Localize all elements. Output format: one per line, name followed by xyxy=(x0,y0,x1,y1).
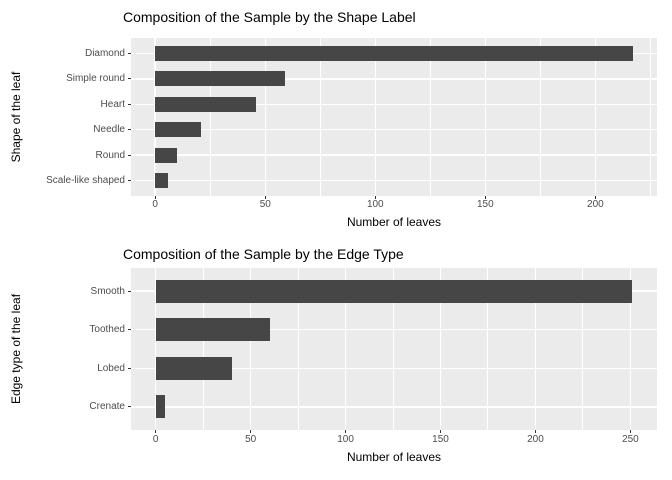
bar-lobed xyxy=(155,356,232,380)
y-gridline-major xyxy=(131,128,657,131)
y-tick-mark xyxy=(128,367,131,369)
y-tick-label-needle: Needle xyxy=(93,124,125,136)
x-gridline-minor xyxy=(539,38,541,196)
x-tick-label-200: 200 xyxy=(527,434,544,445)
y-tick-label-smooth: Smooth xyxy=(90,285,125,297)
x-gridline-major xyxy=(484,38,487,196)
x-tick-mark xyxy=(374,196,376,199)
bar-diamond xyxy=(155,45,633,61)
x-gridline-major xyxy=(534,268,537,430)
y-tick-mark xyxy=(128,78,131,80)
x-tick-label-0: 0 xyxy=(152,199,158,210)
bar-round xyxy=(155,147,178,163)
x-tick-mark xyxy=(484,196,486,199)
x-tick-mark xyxy=(250,430,252,433)
y-gridline-major xyxy=(131,406,657,408)
x-tick-label-0: 0 xyxy=(152,434,159,445)
y-tick-mark xyxy=(128,290,131,292)
chart-title-shape: Composition of the Sample by the Shape L… xyxy=(123,9,416,25)
x-gridline-major xyxy=(249,268,252,430)
chart-title-edge: Composition of the Sample by the Edge Ty… xyxy=(123,246,404,262)
y-axis-title-edge: Edge type of the leaf xyxy=(9,293,23,405)
x-tick-mark xyxy=(155,430,157,433)
x-gridline-major xyxy=(154,38,156,196)
y-tick-label-lobed: Lobed xyxy=(97,362,125,374)
y-tick-mark xyxy=(128,180,131,182)
y-gridline-major xyxy=(131,367,657,370)
x-gridline-minor xyxy=(209,38,211,196)
x-gridline-minor xyxy=(429,38,431,196)
x-gridline-minor xyxy=(487,268,489,430)
x-tick-mark xyxy=(345,430,347,433)
x-gridline-major xyxy=(344,268,347,430)
x-axis-title-edge: Number of leaves xyxy=(346,450,442,464)
x-tick-label-250: 250 xyxy=(622,434,639,445)
y-tick-label-heart: Heart xyxy=(100,98,125,110)
bar-crenate xyxy=(155,395,166,419)
bar-scale-like-shaped xyxy=(155,173,169,189)
x-gridline-major xyxy=(264,38,266,196)
bar-heart xyxy=(155,96,257,112)
x-tick-label-50: 50 xyxy=(245,434,257,445)
x-gridline-minor xyxy=(649,38,651,196)
x-gridline-minor xyxy=(202,268,204,430)
y-tick-mark xyxy=(128,329,131,331)
y-tick-mark xyxy=(128,406,131,408)
x-gridline-major xyxy=(594,38,597,196)
x-gridline-minor xyxy=(297,268,299,430)
y-gridline-major xyxy=(131,179,657,182)
x-tick-label-200: 200 xyxy=(587,199,604,210)
y-gridline-major xyxy=(131,78,657,80)
y-tick-mark xyxy=(128,154,131,156)
x-axis-title-shape: Number of leaves xyxy=(346,215,442,229)
x-gridline-major xyxy=(374,38,377,196)
y-tick-label-simple-round: Simple round xyxy=(66,73,125,85)
y-gridline-major xyxy=(131,328,657,331)
x-gridline-major xyxy=(154,268,157,430)
x-tick-label-100: 100 xyxy=(337,434,354,445)
bar-smooth xyxy=(155,279,633,303)
x-tick-label-150: 150 xyxy=(476,199,494,210)
x-gridline-major xyxy=(629,268,632,430)
y-gridline-major xyxy=(131,154,657,156)
x-tick-mark xyxy=(440,430,442,433)
y-gridline-major xyxy=(131,103,657,105)
x-tick-mark xyxy=(594,196,596,199)
x-tick-mark xyxy=(154,196,156,199)
bar-needle xyxy=(155,122,202,138)
x-gridline-minor xyxy=(319,38,321,196)
y-tick-label-diamond: Diamond xyxy=(84,47,125,59)
x-tick-label-150: 150 xyxy=(432,434,449,445)
y-tick-mark xyxy=(128,129,131,131)
x-tick-label-100: 100 xyxy=(366,199,384,210)
y-tick-mark xyxy=(128,103,131,105)
x-tick-mark xyxy=(264,196,266,199)
bar-simple-round xyxy=(155,71,286,87)
y-tick-mark xyxy=(128,52,131,54)
y-tick-label-round: Round xyxy=(95,149,125,161)
x-tick-mark xyxy=(534,430,536,433)
panel-background xyxy=(131,38,657,196)
bar-toothed xyxy=(155,318,270,342)
y-tick-label-toothed: Toothed xyxy=(89,324,125,336)
x-tick-label-50: 50 xyxy=(259,199,271,210)
y-tick-label-crenate: Crenate xyxy=(89,401,125,413)
x-tick-mark xyxy=(629,430,631,433)
y-tick-label-scale-like-shaped: Scale-like shaped xyxy=(46,175,125,187)
x-gridline-minor xyxy=(392,268,394,430)
x-gridline-minor xyxy=(582,268,584,430)
x-gridline-major xyxy=(439,268,442,430)
